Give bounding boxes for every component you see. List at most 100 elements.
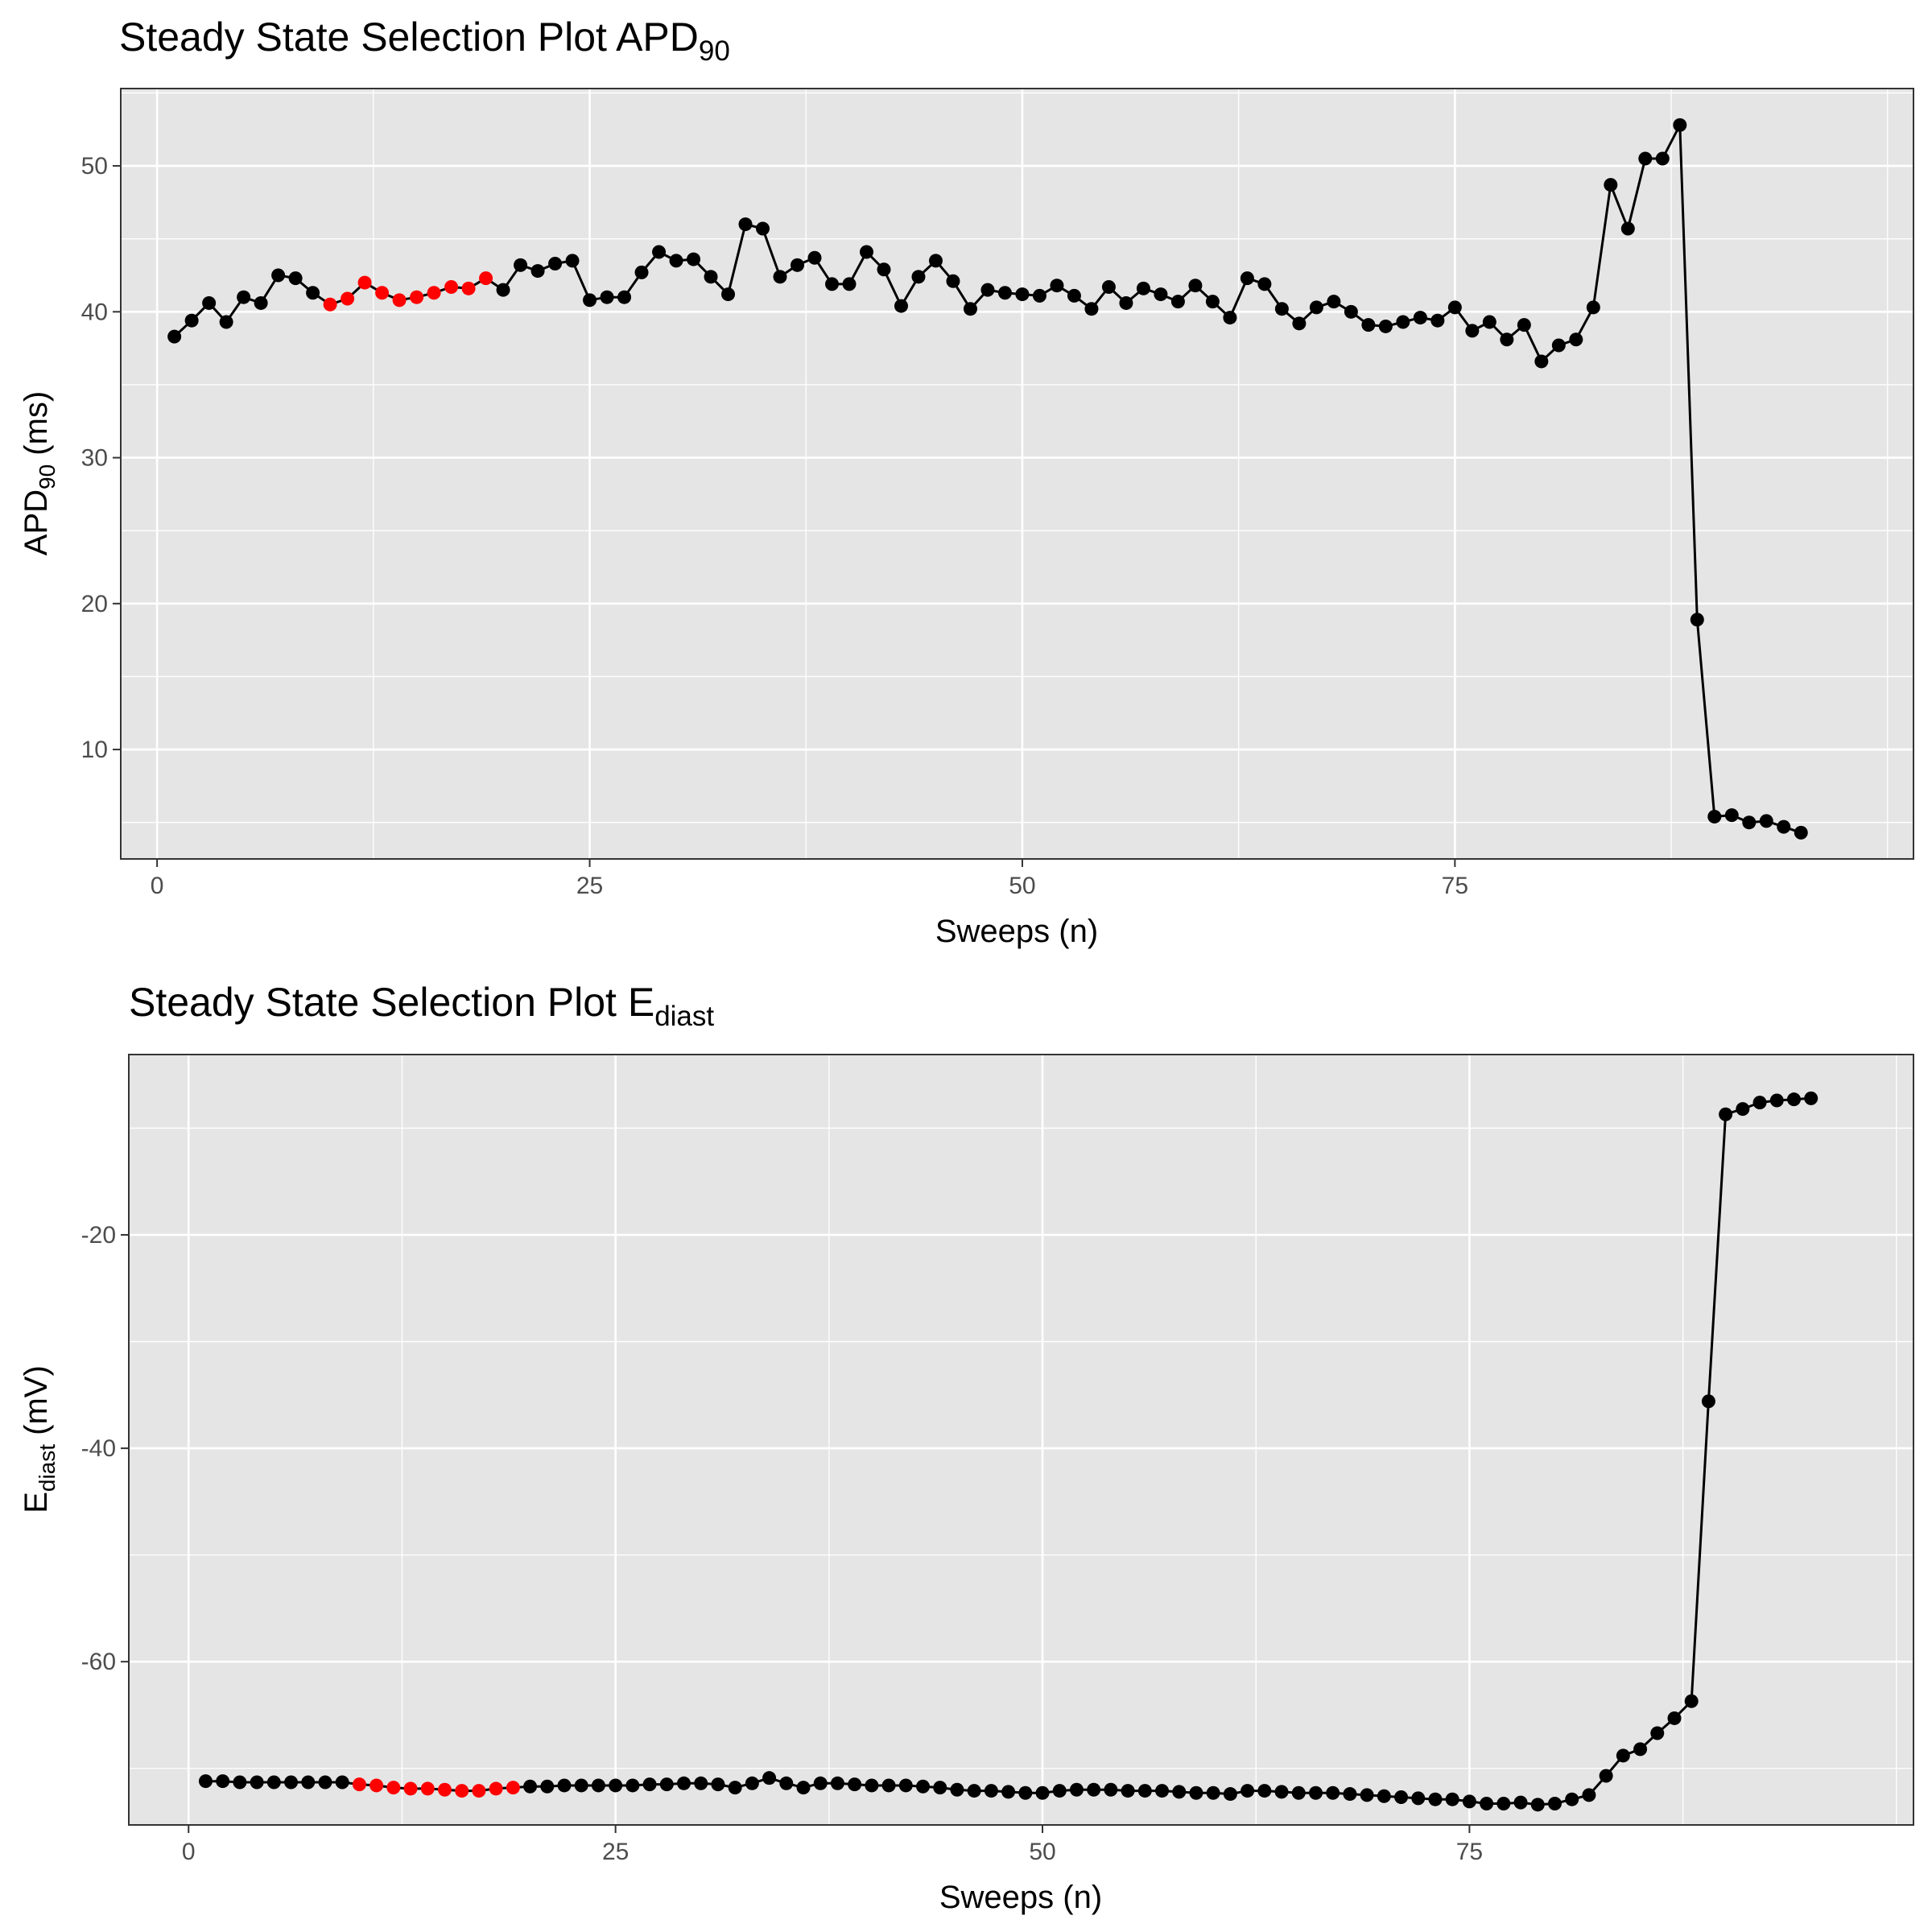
apd90-data-point: [1136, 281, 1150, 295]
apd90-data-point: [1188, 279, 1203, 293]
ediast-data-point: [676, 1776, 691, 1790]
ediast-data-point: [1513, 1795, 1528, 1810]
ediast-data-point: [642, 1777, 657, 1792]
apd90-data-point: [1777, 819, 1791, 834]
apd90-data-point: [1344, 304, 1358, 319]
ediast-data-point: [1701, 1394, 1715, 1409]
apd90-data-point: [928, 254, 943, 268]
ediast-selected-point: [403, 1781, 418, 1796]
apd90-data-point: [1707, 809, 1722, 824]
apd90-data-point: [617, 290, 632, 304]
apd90-data-point: [997, 286, 1012, 300]
ediast-data-point: [1445, 1792, 1459, 1806]
apd90-selected-point: [357, 275, 372, 290]
ediast-data-point: [625, 1778, 640, 1793]
ediast-selected-point: [455, 1784, 469, 1798]
apd90-data-point: [548, 257, 563, 270]
ediast-data-point: [881, 1778, 896, 1793]
ediast-data-point: [1769, 1093, 1784, 1108]
apd90-data-point: [1742, 815, 1757, 830]
ediast-data-point: [1360, 1788, 1374, 1802]
apd90-data-point: [583, 293, 597, 308]
apd90-data-point: [1361, 318, 1376, 332]
apd90-data-point: [721, 287, 736, 302]
apd90-data-point: [1396, 315, 1410, 329]
apd90-data-point: [946, 274, 960, 288]
apd90-data-point: [1413, 311, 1427, 325]
apd90-data-point: [167, 329, 182, 344]
apd90-data-point: [1292, 316, 1307, 331]
apd90-data-point: [184, 313, 199, 328]
ediast-data-point: [266, 1775, 281, 1790]
apd90-grid: [121, 89, 1913, 859]
ediast-data-point: [591, 1778, 605, 1793]
ediast-data-point: [1565, 1792, 1579, 1806]
ediast-selected-point: [369, 1778, 384, 1793]
ediast-data-point: [574, 1778, 588, 1793]
ediast-data-point: [609, 1778, 623, 1793]
ediast-data-point: [694, 1776, 708, 1790]
apd90-selected-point: [410, 290, 424, 304]
ediast-data-point: [950, 1782, 964, 1797]
ediast-data-point: [1377, 1789, 1391, 1803]
apd90-selected-point: [444, 280, 459, 294]
apd90-data-point: [1257, 277, 1272, 291]
apd90-data-point: [1586, 300, 1600, 315]
ediast-selected-point: [420, 1781, 435, 1796]
ediast-data-point: [523, 1779, 538, 1794]
ediast-data-point: [916, 1779, 931, 1794]
ediast-data-point: [335, 1775, 349, 1790]
apd90-ticks: 0 25 50 75 10 20 30 40 50: [81, 153, 1468, 899]
apd90-data-point: [1794, 825, 1808, 840]
ediast-data-point: [233, 1775, 247, 1790]
apd90-data-point: [565, 254, 580, 268]
ediast-data-point: [1257, 1784, 1272, 1798]
ediast-data-point: [1428, 1792, 1443, 1806]
apd90-data-point: [600, 290, 614, 304]
apd90-data-point: [1101, 280, 1116, 294]
ediast-data-point: [1274, 1785, 1289, 1799]
apd90-data-point: [1569, 332, 1583, 347]
apd90-data-point: [271, 268, 286, 283]
ediast-data-point: [1496, 1796, 1511, 1810]
ediast-plot-border: [128, 1054, 1914, 1826]
ediast-data-point: [984, 1784, 998, 1798]
apd90-data-point: [254, 295, 268, 310]
apd90-x-tick-label: 50: [1009, 873, 1035, 899]
ediast-data-point: [1206, 1785, 1220, 1800]
apd90-y-tick-label: 50: [81, 153, 108, 180]
apd90-data-point: [1534, 354, 1549, 369]
ediast-data-point: [779, 1776, 794, 1790]
ediast-data-point: [1736, 1102, 1750, 1117]
apd90-data-point: [790, 258, 804, 272]
ediast-selected-point: [489, 1781, 503, 1796]
apd90-data-point: [1604, 178, 1618, 192]
apd90-data-point: [877, 262, 891, 277]
ediast-ticks: 0 25 50 75 -20 -40 -60: [81, 1222, 1483, 1865]
apd90-selected-point: [461, 281, 476, 295]
apd90-data-point: [1205, 295, 1220, 309]
apd90-data-point: [669, 254, 683, 268]
apd90-data-point: [1223, 311, 1237, 325]
apd90-data-point: [530, 264, 545, 279]
ediast-data-point: [1172, 1785, 1187, 1799]
ediast-data-point: [967, 1784, 981, 1798]
apd90-data-point: [634, 265, 649, 279]
apd90-data-point: [1240, 271, 1254, 286]
ediast-grid: [129, 1055, 1913, 1825]
apd90-y-tick-label: 30: [81, 445, 108, 472]
ediast-data-point: [1018, 1785, 1033, 1800]
apd90-data-point: [652, 245, 667, 259]
ediast-data-point: [318, 1775, 332, 1790]
apd90-selected-point: [427, 286, 441, 300]
apd90-data-point: [1690, 613, 1704, 627]
apd90-data-point: [1430, 313, 1445, 328]
apd90-data-point: [687, 252, 701, 266]
apd90-data-point: [1620, 221, 1635, 236]
ediast-data-point: [1104, 1782, 1118, 1797]
ediast-data-point: [301, 1775, 316, 1790]
ediast-y-axis-label: Ediast (mV): [19, 1365, 60, 1513]
ediast-y-tick-label: -20: [81, 1222, 116, 1249]
apd90-data-point: [704, 270, 718, 284]
apd90-data-point: [237, 290, 251, 304]
